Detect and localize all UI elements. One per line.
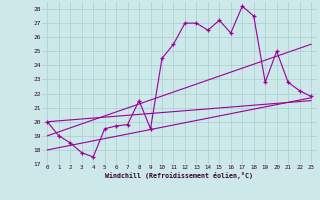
X-axis label: Windchill (Refroidissement éolien,°C): Windchill (Refroidissement éolien,°C) — [105, 172, 253, 179]
